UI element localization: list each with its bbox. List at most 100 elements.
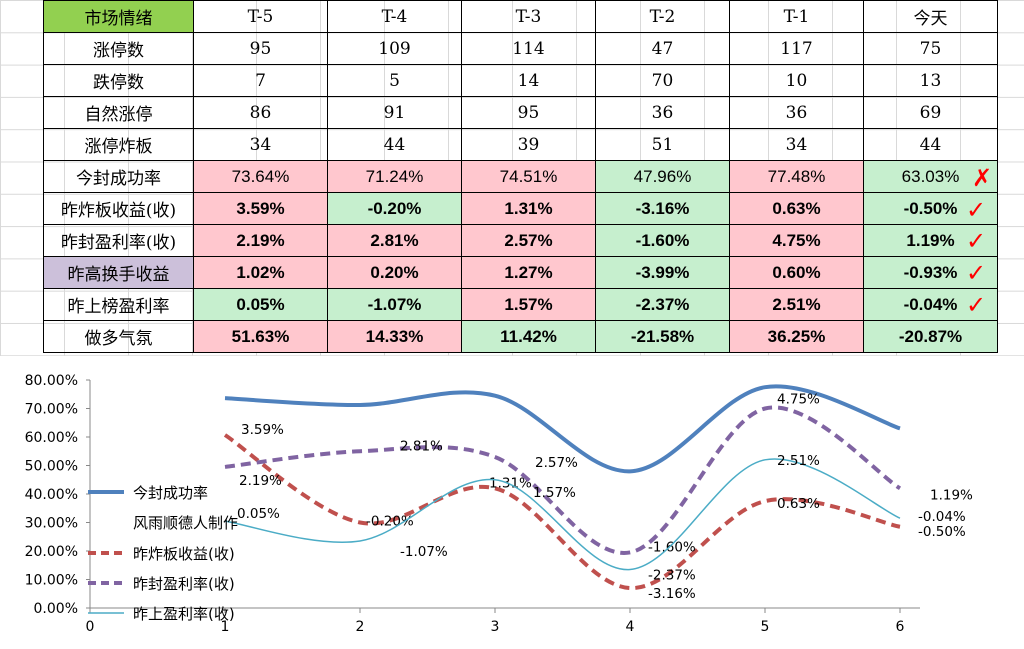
data-label: -0.04% [918,509,966,525]
row-label[interactable]: 涨停炸板 [43,128,194,161]
table-cell[interactable]: 91 [327,96,462,129]
data-label: -1.07% [400,544,448,560]
header-cell[interactable]: T-4 [327,0,462,33]
data-label: 0.05% [237,506,280,522]
table-cell[interactable]: -0.50% [863,192,998,225]
table-cell[interactable]: 1.19% [863,224,998,257]
data-label: 1.57% [533,485,576,501]
x-tick-label: 3 [491,619,500,635]
table-cell[interactable]: 109 [327,32,462,65]
table-cell[interactable]: -3.99% [595,256,730,289]
row-label[interactable]: 昨炸板收益(收) [43,192,194,225]
table-cell[interactable]: 7 [193,64,328,97]
table-cell[interactable]: 2.81% [327,224,462,257]
table-cell[interactable]: -0.20% [327,192,462,225]
table-cell[interactable]: -1.07% [327,288,462,321]
table-cell[interactable]: 0.05% [193,288,328,321]
y-tick-label: 60.00% [25,430,78,446]
header-cell[interactable]: T-5 [193,0,328,33]
table-cell[interactable]: 14.33% [327,320,462,353]
table-cell[interactable]: 39 [461,128,596,161]
table-cell[interactable]: 10 [729,64,864,97]
row-label[interactable]: 涨停数 [43,32,194,65]
table-cell[interactable]: 47.96% [595,160,730,193]
header-cell-title[interactable]: 市场情绪 [43,0,194,33]
header-cell[interactable]: 今天 [863,0,998,33]
table-cell[interactable]: 77.48% [729,160,864,193]
table-cell[interactable]: 114 [461,32,596,65]
table-cell[interactable]: 36.25% [729,320,864,353]
table-cell[interactable]: 34 [193,128,328,161]
table-cell[interactable]: 51 [595,128,730,161]
y-tick-label: 50.00% [25,459,78,475]
market-sentiment-table: 市场情绪 T-5 T-4 T-3 T-2 T-1 今天 涨停数 95 109 114 47 117 75 跌… [43,0,998,353]
legend-label: 今封成功率 [133,484,208,502]
y-tick-label: 80.00% [25,373,78,389]
table-cell[interactable]: -0.93% [863,256,998,289]
data-label: -2.37% [648,568,696,584]
table-cell[interactable]: 1.27% [461,256,596,289]
data-label: 2.57% [535,455,578,471]
table-cell[interactable]: 63.03% [863,160,998,193]
table-cell[interactable]: 1.02% [193,256,328,289]
table-cell[interactable]: 117 [729,32,864,65]
table-cell[interactable]: 13 [863,64,998,97]
table-cell[interactable]: 0.20% [327,256,462,289]
table-cell[interactable]: -20.87% [863,320,998,353]
row-label[interactable]: 昨上榜盈利率 [43,288,194,321]
table-cell[interactable]: 70 [595,64,730,97]
table-cell[interactable]: -0.04% [863,288,998,321]
data-label: 2.51% [777,453,820,469]
table-cell[interactable]: 0.60% [729,256,864,289]
table-cell[interactable]: 86 [193,96,328,129]
series-line-1 [224,384,901,474]
table-cell[interactable]: 4.75% [729,224,864,257]
header-cell[interactable]: T-3 [461,0,596,33]
table-cell[interactable]: 95 [193,32,328,65]
y-tick-label: 40.00% [25,487,78,503]
header-cell[interactable]: T-2 [595,0,730,33]
table-cell[interactable]: 71.24% [327,160,462,193]
table-cell[interactable]: 51.63% [193,320,328,353]
table-cell[interactable]: 5 [327,64,462,97]
table-cell[interactable]: 95 [461,96,596,129]
table-cell[interactable]: 44 [863,128,998,161]
table-cell[interactable]: 44 [327,128,462,161]
table-cell[interactable]: 0.63% [729,192,864,225]
table-cell[interactable]: 69 [863,96,998,129]
table-cell[interactable]: 2.57% [461,224,596,257]
table-cell[interactable]: -1.60% [595,224,730,257]
table-cell[interactable]: 2.51% [729,288,864,321]
table-cell[interactable]: 11.42% [461,320,596,353]
row-label[interactable]: 做多气氛 [43,320,194,353]
table-cell[interactable]: 2.19% [193,224,328,257]
table-cell[interactable]: 3.59% [193,192,328,225]
row-label[interactable]: 昨封盈利率(收) [43,224,194,257]
table-cell[interactable]: 14 [461,64,596,97]
header-cell[interactable]: T-1 [729,0,864,33]
table-cell[interactable]: 47 [595,32,730,65]
table-cell[interactable]: 74.51% [461,160,596,193]
table-cell[interactable]: 36 [595,96,730,129]
row-label[interactable]: 昨高换手收益 [43,256,194,289]
sentiment-line-chart: 0.00% 10.00% 20.00% 30.00% 40.00% 50.00% 60.00… [25,373,973,635]
data-label: -0.50% [918,524,966,540]
row-label[interactable]: 跌停数 [43,64,194,97]
table-cell[interactable]: 34 [729,128,864,161]
row-label[interactable]: 自然涨停 [43,96,194,129]
table-cell[interactable]: -2.37% [595,288,730,321]
data-label: 0.63% [777,496,820,512]
table-cell[interactable]: -3.16% [595,192,730,225]
table-cell[interactable]: -21.58% [595,320,730,353]
table-cell[interactable]: 1.31% [461,192,596,225]
table-cell[interactable]: 36 [729,96,864,129]
table-cell[interactable]: 1.57% [461,288,596,321]
table-row: 做多气氛 51.63% 14.33% 11.42% -21.58% 36.25% -20.8… [43,320,998,353]
data-label: 1.31% [489,475,532,491]
legend-label: 昨炸板收益(收) [133,545,235,563]
table-cell[interactable]: 73.64% [193,160,328,193]
table-cell[interactable]: 75 [863,32,998,65]
data-label: 3.59% [241,422,284,438]
row-label[interactable]: 今封成功率 [43,160,194,193]
series-line-4 [224,458,901,571]
